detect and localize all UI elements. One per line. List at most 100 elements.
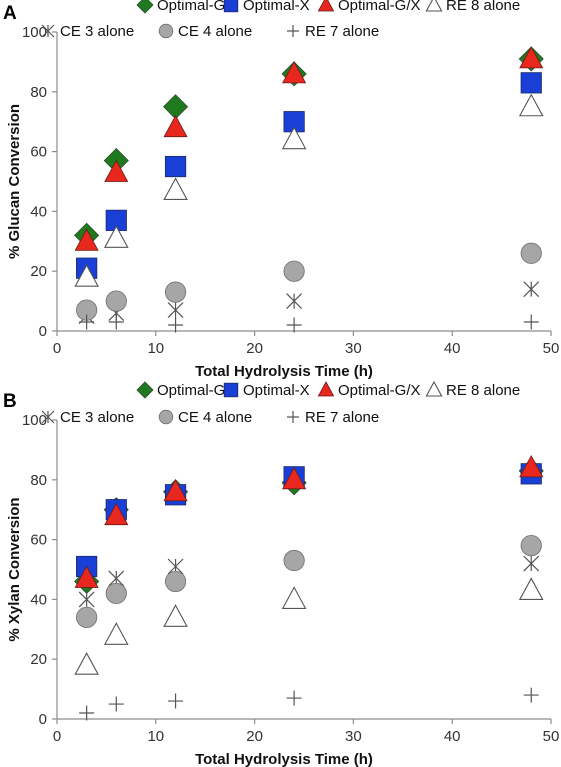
panel-a-legend: Optimal-G Optimal-X Optimal-G/X RE 8 alone C… xyxy=(41,0,520,40)
data-point xyxy=(163,114,188,138)
panel-a-series-ce-4-alone xyxy=(76,242,542,321)
legend-label: Optimal-G/X xyxy=(338,382,421,399)
data-point xyxy=(520,534,542,557)
panel-b-series-optimal-x xyxy=(76,463,542,578)
data-point xyxy=(79,314,95,330)
legend-marker-shape xyxy=(136,0,154,14)
legend-marker-shape xyxy=(287,411,299,423)
data-point-shape xyxy=(163,114,188,138)
data-point xyxy=(167,302,184,318)
data-point-shape xyxy=(104,159,129,182)
data-point-shape xyxy=(520,534,542,557)
data-point-shape xyxy=(167,302,184,318)
data-point xyxy=(104,502,129,526)
panel-a-y-tick-label: 60 xyxy=(30,144,47,161)
data-point xyxy=(163,604,188,627)
data-point xyxy=(281,126,307,150)
data-point xyxy=(286,293,303,310)
legend-label: Optimal-G/X xyxy=(338,0,421,14)
data-point xyxy=(108,696,124,712)
panel-b-x-axis-title: Total Hydrolysis Time (h) xyxy=(195,751,373,767)
panel-b-y-tick-label: 100 xyxy=(22,412,47,429)
data-point-shape xyxy=(74,264,99,287)
data-point-shape xyxy=(286,690,302,706)
data-point-shape xyxy=(523,281,540,298)
legend-item: Optimal-G/X xyxy=(317,381,421,399)
data-point-shape xyxy=(523,687,539,703)
legend-marker-shape xyxy=(158,409,174,425)
panel-b-y-tick-label: 40 xyxy=(30,591,47,608)
legend-item: RE 8 alone xyxy=(425,0,520,14)
panel-b-x-tick-label: 30 xyxy=(345,728,362,745)
panel-b: B 0 20 40 60 80 100 0 10 20 30 40 50 Total Hydrolysis… xyxy=(3,380,559,767)
data-point-shape xyxy=(523,314,539,330)
legend-marker xyxy=(41,24,55,38)
data-point-shape xyxy=(518,93,544,117)
data-point xyxy=(79,705,95,721)
panel-b-series-optimal-g xyxy=(74,458,544,595)
data-point xyxy=(523,687,539,703)
data-point-shape xyxy=(519,455,544,478)
panel-a-y-tick-label: 40 xyxy=(30,203,47,220)
legend-marker-shape xyxy=(41,410,55,424)
data-point-shape xyxy=(282,61,307,84)
legend-label: RE 8 alone xyxy=(446,0,520,14)
data-point-shape xyxy=(520,72,542,94)
panel-a-x-tick-label: 10 xyxy=(147,340,164,357)
legend-marker-shape xyxy=(223,382,239,398)
legend-marker xyxy=(223,382,239,398)
data-point-shape xyxy=(168,317,184,333)
legend-item: RE 7 alone xyxy=(287,409,379,426)
data-point-shape xyxy=(74,565,99,588)
panel-a-series-ce-3-alone xyxy=(78,281,540,324)
legend-item: RE 7 alone xyxy=(287,23,379,40)
panel-b-x-tick-label: 10 xyxy=(147,728,164,745)
panel-b-series-optimal-g-x xyxy=(74,455,544,588)
data-point xyxy=(163,177,188,201)
data-point xyxy=(78,591,95,608)
legend-item: CE 3 alone xyxy=(41,409,134,426)
panel-a-y-tick-label: 0 xyxy=(39,323,47,340)
panel-a-series-optimal-g-x xyxy=(74,46,544,251)
data-point xyxy=(519,46,544,69)
data-point-shape xyxy=(168,693,184,709)
legend-marker-shape xyxy=(223,0,239,13)
data-point xyxy=(283,260,305,282)
panel-a-x-tick-label: 50 xyxy=(543,340,560,357)
legend-marker-shape xyxy=(317,0,335,12)
legend-label: Optimal-X xyxy=(243,382,310,399)
legend-marker xyxy=(41,410,55,424)
data-point xyxy=(518,577,544,600)
legend-marker-shape xyxy=(41,24,55,38)
legend-item: Optimal-X xyxy=(223,382,310,399)
panel-b-x-tick-label: 0 xyxy=(53,728,61,745)
legend-label: CE 3 alone xyxy=(60,409,134,426)
data-point xyxy=(74,228,99,251)
data-point xyxy=(520,242,542,264)
legend-label: Optimal-X xyxy=(243,0,310,14)
data-point xyxy=(282,466,307,490)
panel-b-y-axis-title: % Xylan Conversion xyxy=(6,497,23,641)
data-point xyxy=(103,225,129,248)
panel-b-y-tick-label: 0 xyxy=(39,711,47,728)
data-point-shape xyxy=(103,225,129,248)
panel-b-y-tick-label: 20 xyxy=(30,651,47,668)
panel-a: A 0 20 40 60 80 100 0 10 20 30 40 50 Total Hydrolysis… xyxy=(3,0,559,380)
legend-label: RE 8 alone xyxy=(446,382,520,399)
legend-item: Optimal-G/X xyxy=(317,0,421,14)
data-point-shape xyxy=(79,314,95,330)
legend-item: Optimal-G xyxy=(136,381,225,399)
data-point xyxy=(105,290,127,312)
legend-marker-shape xyxy=(136,381,154,399)
data-point xyxy=(168,317,184,333)
data-point-shape xyxy=(74,652,99,675)
data-point xyxy=(74,652,99,675)
panel-a-series-re-7-alone xyxy=(79,314,539,333)
data-point-shape xyxy=(286,293,303,310)
panel-a-y-axis-title: % Glucan Conversion xyxy=(6,104,23,259)
panel-b-series-re-7-alone xyxy=(79,687,539,721)
panel-a-x-tick-label: 0 xyxy=(53,340,61,357)
panel-a-y-tick-label: 80 xyxy=(30,84,47,101)
data-point-shape xyxy=(282,466,307,490)
data-point xyxy=(104,159,129,182)
